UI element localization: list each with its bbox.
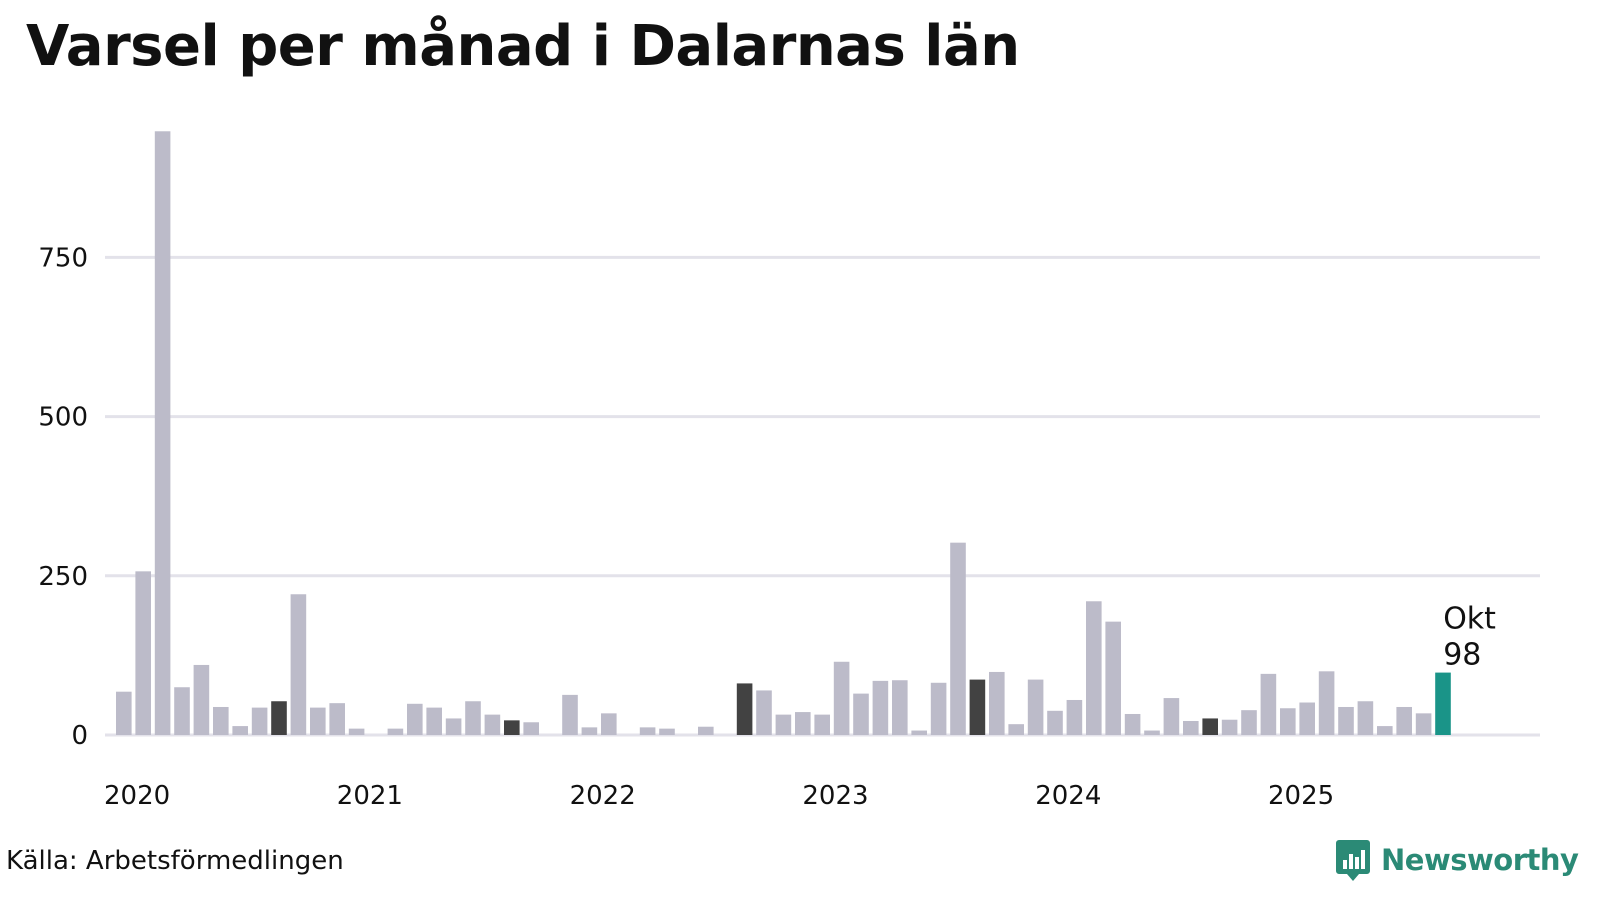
brand-name: Newsworthy <box>1381 843 1579 877</box>
bar <box>290 594 307 735</box>
bar <box>504 720 520 735</box>
bar <box>348 728 365 735</box>
bar <box>116 691 132 735</box>
bar <box>1163 698 1180 735</box>
bar <box>1124 713 1141 735</box>
bar <box>1280 708 1296 735</box>
bar <box>601 713 617 735</box>
gridlines <box>105 255 1540 737</box>
bar <box>484 714 501 735</box>
bar <box>1357 701 1374 735</box>
bar <box>1202 718 1218 735</box>
y-tick-label: 250 <box>38 562 88 592</box>
bar <box>1260 673 1277 735</box>
y-tick-label: 0 <box>71 721 88 751</box>
y-tick-label: 500 <box>38 403 88 433</box>
bar <box>872 680 889 735</box>
bar <box>639 727 656 735</box>
x-tick-label: 2020 <box>104 781 170 811</box>
bar <box>426 707 442 735</box>
source-note: Källa: Arbetsförmedlingen <box>6 846 344 876</box>
bar <box>1105 621 1121 735</box>
bar <box>523 722 539 735</box>
bar <box>193 664 210 735</box>
bar <box>581 727 598 735</box>
bar <box>892 680 908 735</box>
bar <box>736 683 753 735</box>
bar <box>1183 720 1199 735</box>
x-tick-label: 2023 <box>802 781 868 811</box>
x-axis-ticks: 2020 2021 2022 2023 2024 2025 <box>104 781 1334 811</box>
bar <box>271 701 287 735</box>
bar <box>135 571 151 735</box>
bar <box>310 707 326 735</box>
bar <box>775 714 792 735</box>
bar <box>989 671 1005 735</box>
bar <box>1144 730 1160 735</box>
x-tick-label: 2022 <box>570 781 636 811</box>
newsworthy-logo-icon <box>1336 840 1370 881</box>
x-tick-label: 2025 <box>1268 781 1334 811</box>
bar <box>1338 706 1354 735</box>
bar <box>853 693 869 735</box>
bar <box>756 690 772 735</box>
bar <box>232 726 248 735</box>
bar <box>1241 710 1257 735</box>
bar <box>1047 710 1063 735</box>
bar <box>1221 719 1238 735</box>
latest-value-label: 98 <box>1443 638 1481 673</box>
bar <box>251 707 268 735</box>
x-tick-label: 2021 <box>337 781 403 811</box>
bar <box>465 701 481 735</box>
bar <box>1415 713 1432 735</box>
bar <box>445 718 462 735</box>
chart-title: Varsel per månad i Dalarnas län <box>26 14 1020 79</box>
bar <box>969 679 986 735</box>
bar <box>1027 679 1044 735</box>
bar <box>795 712 811 735</box>
bar <box>930 682 947 735</box>
bar <box>698 726 714 735</box>
bar <box>950 542 966 735</box>
bar <box>1086 601 1102 735</box>
brand-logo: Newsworthy <box>1335 838 1579 882</box>
y-axis-ticks: 0 250 500 750 <box>38 243 88 751</box>
bar <box>1008 724 1024 735</box>
bar <box>1377 726 1393 735</box>
bar <box>911 730 927 735</box>
bar <box>659 728 675 735</box>
bar <box>833 661 850 735</box>
bar <box>174 687 190 735</box>
latest-month-label: Okt <box>1443 602 1496 637</box>
bar <box>1299 702 1315 735</box>
bar <box>1318 671 1335 735</box>
bar <box>407 703 423 735</box>
bar <box>1066 699 1083 735</box>
bar <box>562 694 578 735</box>
bar <box>387 728 404 735</box>
x-tick-label: 2024 <box>1035 781 1101 811</box>
bar <box>213 706 229 735</box>
bars <box>116 131 1451 735</box>
bar <box>814 714 830 735</box>
bar <box>154 131 171 735</box>
y-tick-label: 750 <box>38 243 88 273</box>
bar <box>329 703 345 735</box>
bar <box>1435 672 1451 735</box>
bar <box>1396 706 1412 735</box>
